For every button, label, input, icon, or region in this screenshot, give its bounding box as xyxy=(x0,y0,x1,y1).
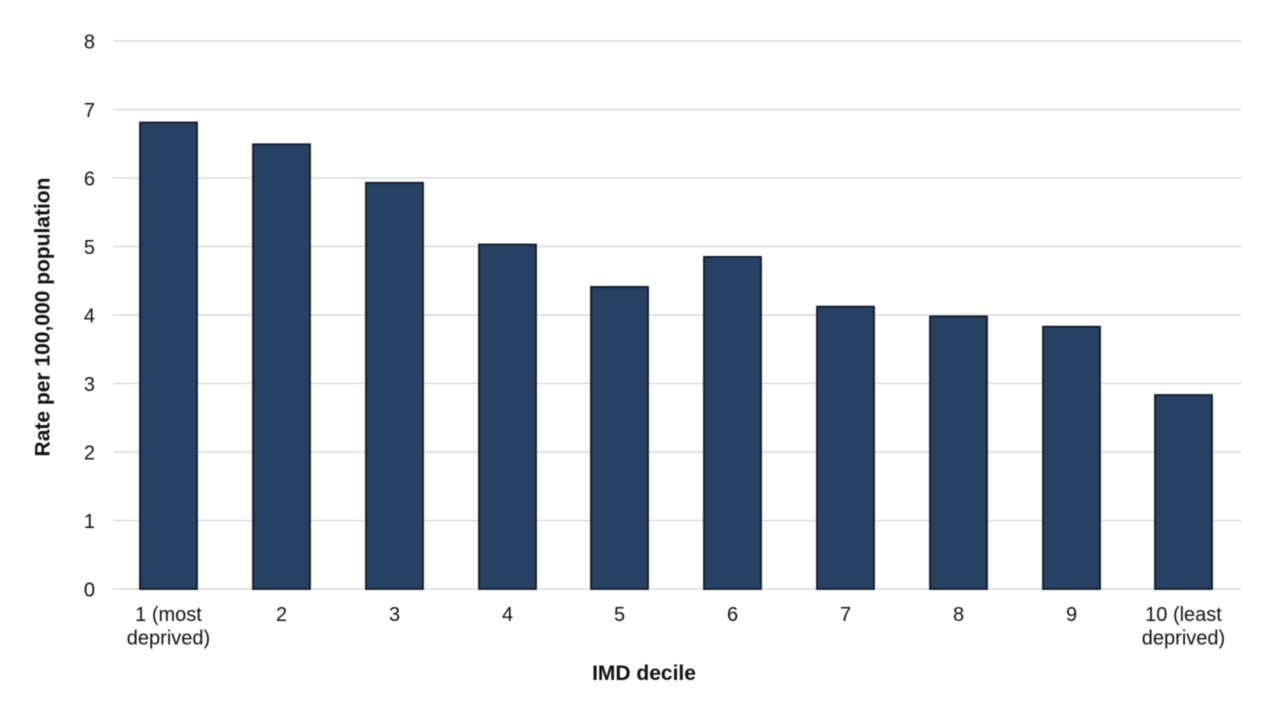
svg-text:8: 8 xyxy=(84,32,95,54)
svg-text:4: 4 xyxy=(84,306,95,328)
svg-text:deprived): deprived) xyxy=(127,628,210,650)
svg-text:IMD decile: IMD decile xyxy=(592,662,696,685)
svg-text:10 (least: 10 (least xyxy=(1145,604,1222,626)
svg-text:5: 5 xyxy=(614,604,625,626)
svg-text:4: 4 xyxy=(502,604,513,626)
svg-text:Rate per 100,000 population: Rate per 100,000 population xyxy=(32,178,55,457)
svg-text:7: 7 xyxy=(840,604,851,626)
svg-text:1 (most: 1 (most xyxy=(135,604,202,626)
svg-text:8: 8 xyxy=(953,604,964,626)
svg-text:5: 5 xyxy=(84,237,95,259)
svg-text:deprived): deprived) xyxy=(1142,628,1225,650)
svg-text:9: 9 xyxy=(1066,604,1077,626)
svg-text:6: 6 xyxy=(727,604,738,626)
svg-text:2: 2 xyxy=(84,443,95,465)
svg-text:6: 6 xyxy=(84,169,95,191)
svg-text:1: 1 xyxy=(84,511,95,533)
svg-text:3: 3 xyxy=(84,374,95,396)
svg-text:3: 3 xyxy=(389,604,400,626)
svg-text:2: 2 xyxy=(276,604,287,626)
svg-text:0: 0 xyxy=(84,580,95,602)
svg-text:7: 7 xyxy=(84,100,95,122)
